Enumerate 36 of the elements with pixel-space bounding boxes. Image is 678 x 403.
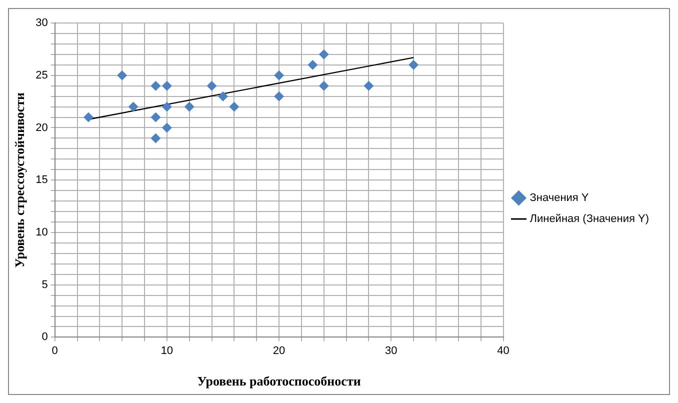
point [128,102,138,112]
point [274,70,284,80]
legend-label: Значения Y [530,192,590,204]
x-tick-label: 20 [272,344,286,357]
y-axis-title: Уровень стрессоустойчивости [12,92,28,268]
point [117,70,128,80]
point [162,102,172,112]
point [408,60,419,70]
y-tick-label: 0 [42,331,48,344]
y-tick-label: 5 [42,278,48,291]
point [150,112,161,122]
point [162,122,172,133]
point [150,80,161,91]
x-tick-label: 10 [160,344,174,357]
point [318,49,329,60]
point [83,112,94,122]
y-tick-label: 30 [36,17,48,30]
point [308,60,318,70]
point [318,80,329,91]
point [229,102,240,112]
point [206,80,217,91]
point [274,91,284,102]
point [184,102,194,112]
y-tick-label: 20 [36,122,48,134]
x-tick-label: 30 [385,344,398,357]
x-tick-label: 40 [497,344,510,357]
x-axis-title: Уровень работоспособности [197,374,362,389]
point [364,80,374,91]
y-tick-label: 25 [36,69,48,82]
y-tick-label: 10 [36,226,48,238]
point [162,80,172,91]
x-tick-label: 0 [52,344,58,357]
legend-label: Линейная (Значения Y) [530,213,650,226]
point [218,91,228,102]
y-tick-label: 15 [36,174,48,186]
point [150,133,161,144]
